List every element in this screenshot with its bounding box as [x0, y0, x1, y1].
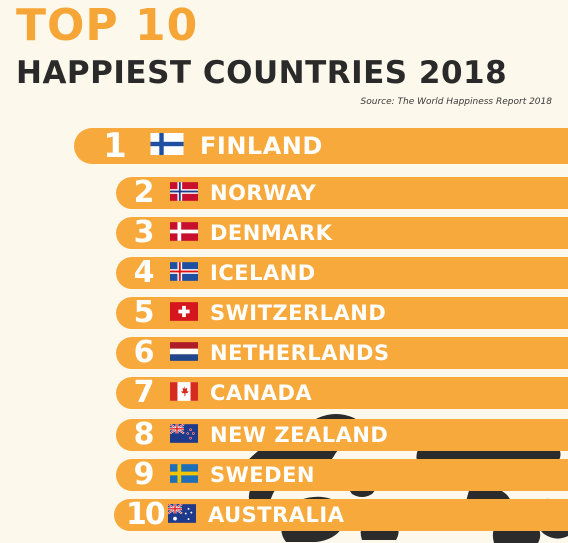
rank-bar: 3 DENMARK	[116, 217, 568, 249]
rank-number: 10	[126, 497, 166, 532]
rank-bar: 7 CANADA	[116, 377, 568, 409]
country-name: FINLAND	[200, 132, 323, 160]
norway-flag-icon	[170, 181, 198, 205]
rank-number: 3	[133, 215, 155, 250]
switzerland-flag-icon	[170, 301, 198, 325]
finland-flag-icon	[150, 133, 184, 159]
rank-number: 4	[133, 255, 155, 290]
rank-bar: 1 FINLAND	[74, 128, 568, 164]
rank-number: 7	[133, 375, 155, 410]
rank-number: 2	[133, 175, 155, 210]
rank-bar: 2 NORWAY	[116, 177, 568, 209]
sweden-flag-icon	[170, 463, 198, 487]
country-name: DENMARK	[210, 221, 333, 245]
country-name: ICELAND	[210, 261, 316, 285]
country-name: AUSTRALIA	[208, 503, 345, 527]
rank-bar: 6 NETHERLANDS	[116, 337, 568, 369]
rank-bar: 10 AUSTRALIA	[114, 499, 568, 531]
rank-number: 1	[103, 126, 127, 166]
country-name: SWITZERLAND	[210, 301, 387, 325]
country-name: NEW ZEALAND	[210, 423, 389, 447]
rank-bar: 8 NEW ZEALAND	[116, 419, 568, 451]
page-title: HAPPIEST COUNTRIES 2018	[16, 55, 508, 91]
canada-flag-icon	[170, 381, 198, 405]
title-top: TOP 10	[16, 0, 199, 51]
source-note: Source: The World Happiness Report 2018	[360, 97, 552, 107]
iceland-flag-icon	[170, 261, 198, 285]
rank-bar: 9 SWEDEN	[116, 459, 568, 491]
country-name: CANADA	[210, 381, 313, 405]
new-zealand-flag-icon	[169, 422, 198, 447]
denmark-flag-icon	[170, 221, 198, 245]
country-name: NORWAY	[210, 181, 317, 205]
country-name: NETHERLANDS	[210, 341, 390, 365]
rank-number: 6	[133, 335, 155, 370]
rank-number: 9	[133, 457, 155, 492]
country-name: SWEDEN	[210, 463, 315, 487]
rank-bar: 4 ICELAND	[116, 257, 568, 289]
australia-flag-icon	[167, 502, 196, 527]
rank-bar: 5 SWITZERLAND	[116, 297, 568, 329]
rank-number: 8	[133, 417, 155, 452]
netherlands-flag-icon	[170, 341, 198, 365]
rank-number: 5	[133, 295, 155, 330]
